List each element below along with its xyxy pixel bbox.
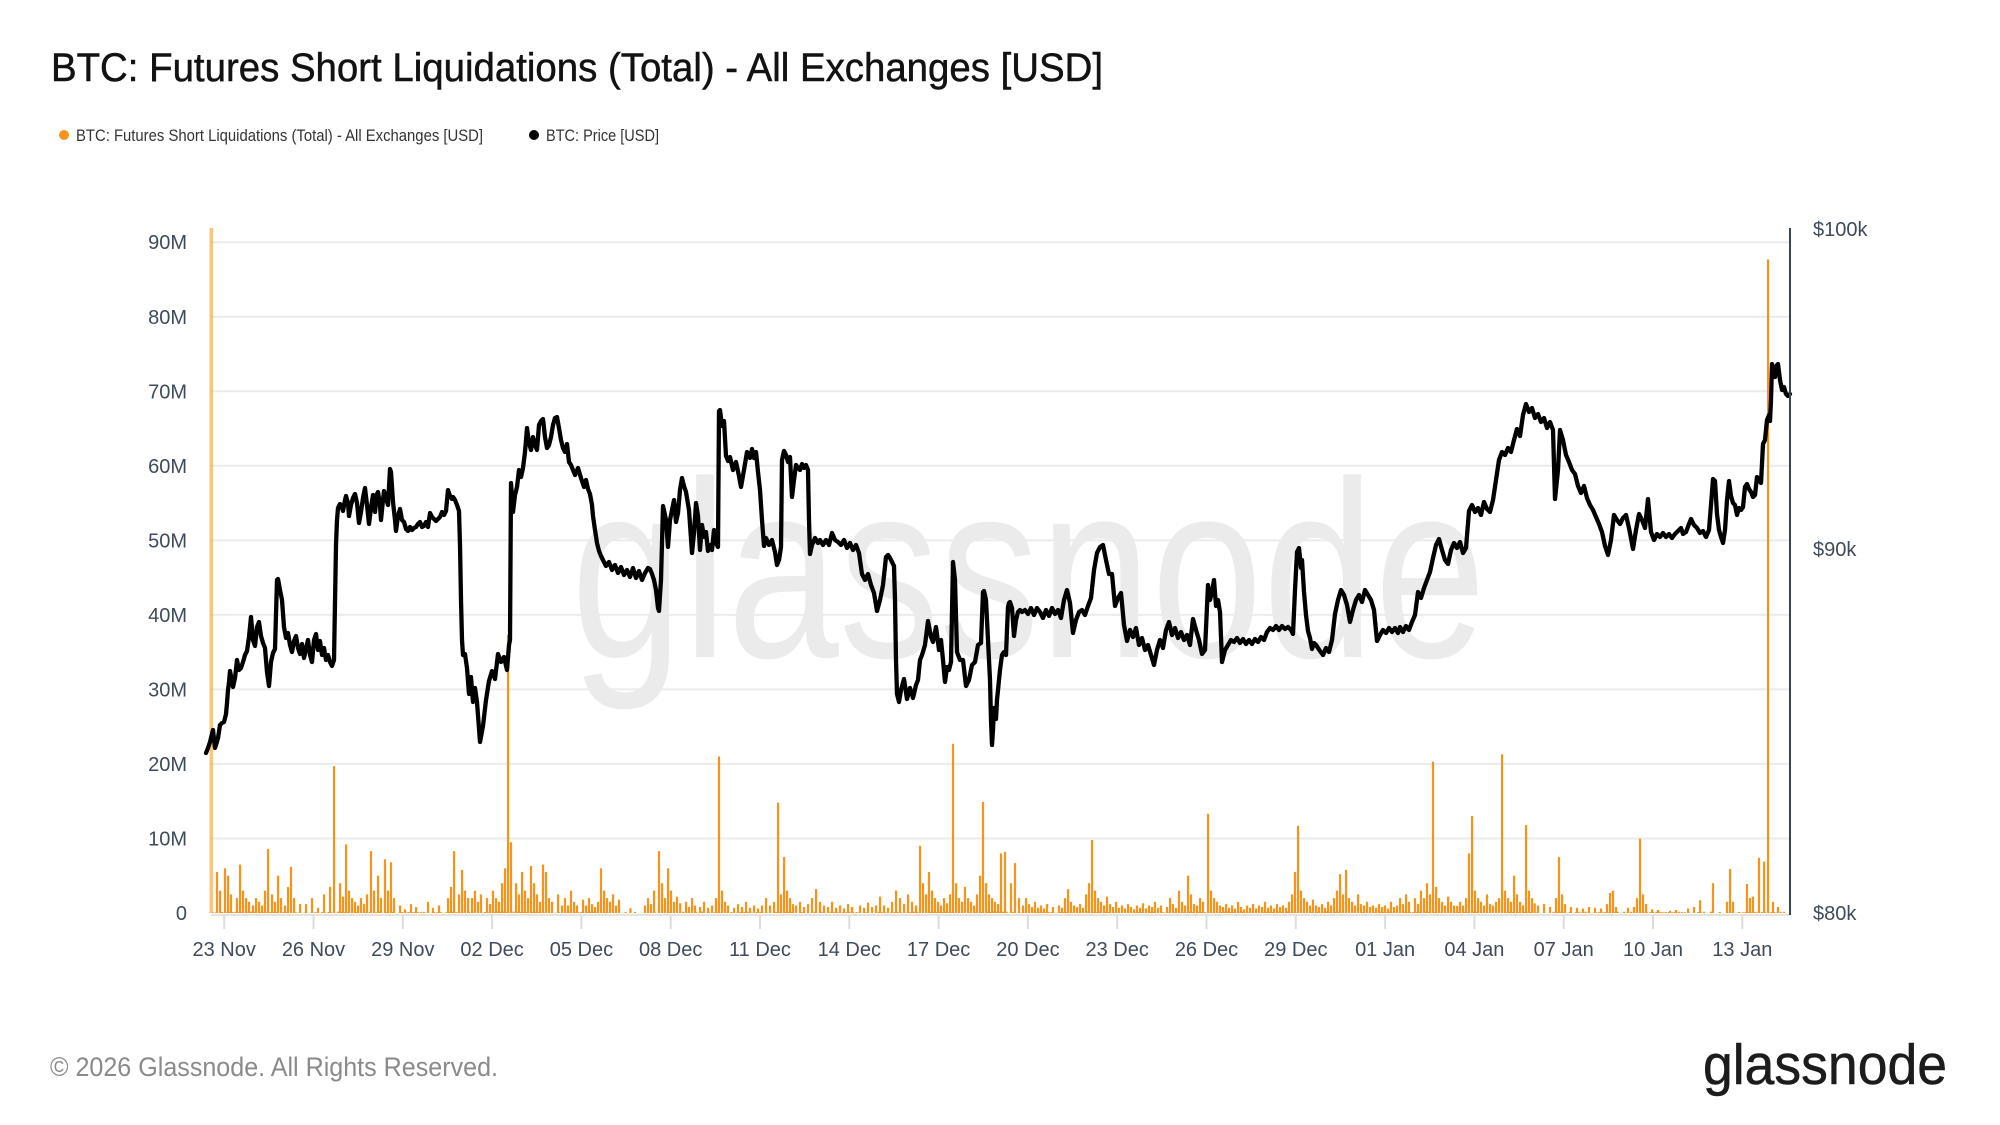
svg-text:BTC: Futures Short Liquidation: BTC: Futures Short Liquidations (Total) … [76, 126, 483, 145]
svg-text:60M: 60M [148, 456, 187, 478]
svg-text:01 Jan: 01 Jan [1355, 939, 1415, 961]
svg-text:04 Jan: 04 Jan [1444, 939, 1504, 961]
svg-text:26 Nov: 26 Nov [282, 939, 345, 961]
svg-text:14 Dec: 14 Dec [818, 939, 881, 961]
svg-text:0: 0 [176, 903, 187, 925]
svg-text:30M: 30M [148, 679, 187, 701]
svg-text:02 Dec: 02 Dec [460, 939, 523, 961]
svg-text:$100k: $100k [1813, 219, 1868, 241]
svg-text:29 Dec: 29 Dec [1264, 939, 1327, 961]
svg-text:20M: 20M [148, 754, 187, 776]
svg-text:10 Jan: 10 Jan [1623, 939, 1683, 961]
svg-text:10M: 10M [148, 829, 187, 851]
svg-text:07 Jan: 07 Jan [1534, 939, 1594, 961]
svg-text:70M: 70M [148, 381, 187, 403]
svg-text:glassnode: glassnode [1703, 1033, 1947, 1097]
svg-text:80M: 80M [148, 307, 187, 329]
svg-text:40M: 40M [148, 605, 187, 627]
svg-text:50M: 50M [148, 530, 187, 552]
svg-text:26 Dec: 26 Dec [1175, 939, 1238, 961]
svg-text:11 Dec: 11 Dec [729, 939, 791, 961]
svg-text:29 Nov: 29 Nov [371, 939, 434, 961]
svg-text:© 2026 Glassnode. All Rights R: © 2026 Glassnode. All Rights Reserved. [50, 1052, 498, 1082]
svg-text:05 Dec: 05 Dec [550, 939, 613, 961]
svg-text:17 Dec: 17 Dec [907, 939, 970, 961]
svg-text:13 Jan: 13 Jan [1712, 939, 1772, 961]
svg-text:$80k: $80k [1813, 903, 1857, 925]
svg-text:23 Dec: 23 Dec [1086, 939, 1149, 961]
svg-text:glassnode: glassnode [571, 430, 1486, 711]
svg-text:20 Dec: 20 Dec [996, 939, 1059, 961]
svg-text:90M: 90M [148, 232, 187, 254]
svg-text:08 Dec: 08 Dec [639, 939, 702, 961]
svg-text:23 Nov: 23 Nov [193, 939, 256, 961]
svg-text:BTC: Price [USD]: BTC: Price [USD] [546, 126, 659, 145]
svg-text:$90k: $90k [1813, 539, 1857, 561]
svg-text:BTC: Futures Short Liquidation: BTC: Futures Short Liquidations (Total) … [51, 46, 1103, 90]
